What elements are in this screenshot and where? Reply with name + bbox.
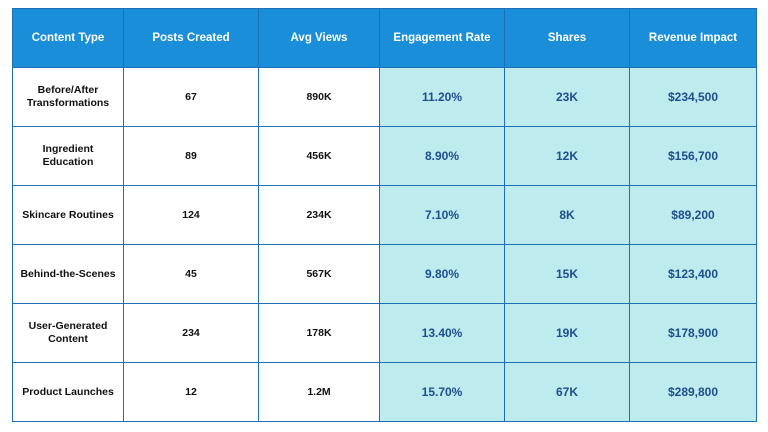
cell-shares: 23K [504,67,630,127]
cell-engagement-rate: 8.90% [379,126,505,186]
cell-shares: 19K [504,303,630,363]
cell-posts-created: 45 [123,244,259,304]
cell-engagement-rate: 11.20% [379,67,505,127]
table-row: Product Launches 12 1.2M 15.70% 67K $289… [12,362,757,422]
header-posts-created: Posts Created [123,8,259,68]
cell-posts-created: 67 [123,67,259,127]
header-revenue-impact: Revenue Impact [629,8,757,68]
cell-avg-views: 234K [258,185,380,245]
cell-content-type: Ingredient Education [12,126,124,186]
cell-shares: 15K [504,244,630,304]
cell-content-type: User-Generated Content [12,303,124,363]
header-engagement-rate: Engagement Rate [379,8,505,68]
header-avg-views: Avg Views [258,8,380,68]
cell-posts-created: 234 [123,303,259,363]
cell-content-type: Before/After Transformations [12,67,124,127]
cell-revenue-impact: $123,400 [629,244,757,304]
header-content-type: Content Type [12,8,124,68]
header-shares: Shares [504,8,630,68]
cell-content-type: Product Launches [12,362,124,422]
cell-avg-views: 567K [258,244,380,304]
cell-avg-views: 1.2M [258,362,380,422]
content-performance-table-container: Content Type Posts Created Avg Views Eng… [12,8,757,422]
cell-posts-created: 124 [123,185,259,245]
cell-engagement-rate: 9.80% [379,244,505,304]
cell-engagement-rate: 13.40% [379,303,505,363]
cell-avg-views: 890K [258,67,380,127]
table-row: User-Generated Content 234 178K 13.40% 1… [12,303,757,363]
cell-content-type: Behind-the-Scenes [12,244,124,304]
cell-engagement-rate: 7.10% [379,185,505,245]
table-row: Behind-the-Scenes 45 567K 9.80% 15K $123… [12,244,757,304]
cell-posts-created: 12 [123,362,259,422]
cell-engagement-rate: 15.70% [379,362,505,422]
cell-shares: 12K [504,126,630,186]
cell-revenue-impact: $234,500 [629,67,757,127]
cell-avg-views: 178K [258,303,380,363]
table-row: Before/After Transformations 67 890K 11.… [12,67,757,127]
table-header-row: Content Type Posts Created Avg Views Eng… [12,8,757,68]
table-row: Ingredient Education 89 456K 8.90% 12K $… [12,126,757,186]
cell-shares: 67K [504,362,630,422]
cell-revenue-impact: $89,200 [629,185,757,245]
cell-revenue-impact: $289,800 [629,362,757,422]
cell-revenue-impact: $178,900 [629,303,757,363]
cell-avg-views: 456K [258,126,380,186]
cell-content-type: Skincare Routines [12,185,124,245]
table-row: Skincare Routines 124 234K 7.10% 8K $89,… [12,185,757,245]
cell-posts-created: 89 [123,126,259,186]
cell-shares: 8K [504,185,630,245]
content-performance-table: Content Type Posts Created Avg Views Eng… [12,8,757,422]
cell-revenue-impact: $156,700 [629,126,757,186]
